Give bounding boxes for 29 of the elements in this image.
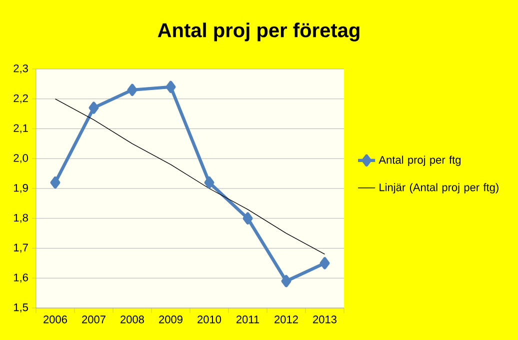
x-tick-label: 2008	[120, 316, 144, 324]
x-tick-label: 2010	[198, 316, 222, 324]
line-series	[54, 98, 326, 255]
x-tick-label: 2013	[313, 316, 336, 324]
point	[88, 102, 99, 114]
x-tick-label: 2006	[44, 316, 67, 324]
y-tick-label: 2,2	[14, 94, 28, 104]
y-tick-label: 2,1	[14, 124, 28, 134]
point	[320, 257, 330, 270]
point	[242, 212, 253, 224]
y-tick-label: 1,7	[14, 244, 28, 253]
legend-label: Linjär (Antal proj per ftg)	[380, 183, 498, 194]
x-tick-label: 2007	[82, 316, 106, 324]
y-tick-label: 1,9	[14, 184, 28, 194]
point	[204, 176, 214, 189]
y-tick-label: 2,3	[14, 64, 28, 74]
legend-label: Antal proj per ftg	[378, 156, 461, 166]
point	[50, 176, 60, 189]
x-tick-label: 2009	[159, 316, 182, 324]
y-tick-label: 1,6	[14, 274, 28, 283]
chart-title: Antal proj per företag	[158, 22, 360, 42]
y-tick-label: 1,8	[14, 214, 28, 223]
point	[127, 84, 138, 96]
y-tick-label: 1,5	[14, 304, 28, 312]
point	[281, 275, 292, 288]
y-tick-label: 2,0	[14, 154, 28, 164]
x-tick-label: 2012	[274, 316, 298, 324]
x-tick-label: 2011	[236, 316, 260, 324]
point	[166, 80, 176, 94]
